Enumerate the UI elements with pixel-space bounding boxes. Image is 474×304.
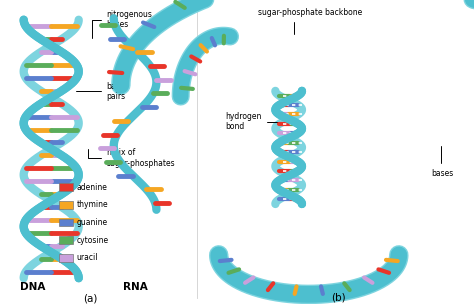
Text: cytosine: cytosine xyxy=(76,236,109,245)
Text: nitrogenous
bases: nitrogenous bases xyxy=(92,10,153,38)
Text: (a): (a) xyxy=(83,294,97,303)
Text: (b): (b) xyxy=(332,292,346,302)
FancyBboxPatch shape xyxy=(59,236,73,244)
Text: RNA: RNA xyxy=(123,282,147,292)
Text: sugar-phosphate backbone: sugar-phosphate backbone xyxy=(258,8,363,34)
Text: adenine: adenine xyxy=(76,183,107,192)
FancyBboxPatch shape xyxy=(59,201,73,209)
FancyBboxPatch shape xyxy=(59,254,73,262)
FancyBboxPatch shape xyxy=(59,183,73,191)
Text: bases: bases xyxy=(431,146,454,178)
Text: hydrogen
bond: hydrogen bond xyxy=(225,112,294,131)
Text: DNA: DNA xyxy=(19,282,45,292)
FancyBboxPatch shape xyxy=(59,219,73,226)
Text: thymine: thymine xyxy=(76,200,108,209)
Text: guanine: guanine xyxy=(76,218,108,227)
Text: uracil: uracil xyxy=(76,253,98,262)
Text: helix of
sugar-phosphates: helix of sugar-phosphates xyxy=(88,148,175,168)
Text: base
pairs: base pairs xyxy=(76,81,126,101)
